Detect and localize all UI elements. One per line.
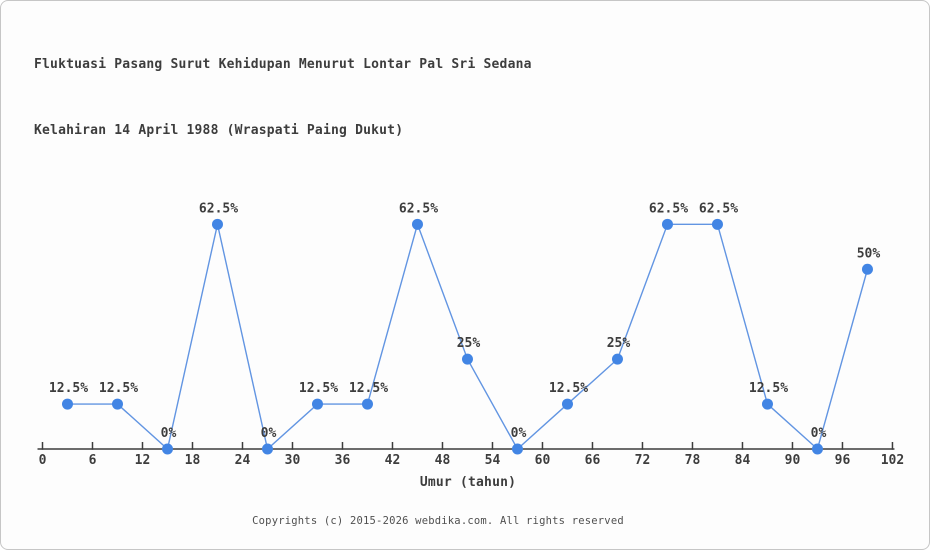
data-point-label: 0% bbox=[261, 426, 277, 441]
data-point-marker bbox=[861, 263, 873, 275]
axis-tick-label: 96 bbox=[835, 453, 851, 468]
data-point-label: 50% bbox=[857, 246, 881, 261]
axis-tick-label: 36 bbox=[335, 453, 351, 468]
data-point-marker bbox=[511, 443, 523, 455]
data-point-marker bbox=[311, 398, 323, 410]
axis-tick-label: 12 bbox=[135, 453, 151, 468]
data-point-label: 0% bbox=[811, 426, 827, 441]
data-point-marker bbox=[361, 398, 373, 410]
data-point-marker bbox=[461, 353, 473, 365]
axis-tick-label: 18 bbox=[185, 453, 201, 468]
axis-tick-label: 42 bbox=[385, 453, 401, 468]
axis-tick-label: 54 bbox=[485, 453, 501, 468]
chart-title: Fluktuasi Pasang Surut Kehidupan Menurut… bbox=[34, 10, 532, 186]
axis-tick-label: 0 bbox=[39, 453, 47, 468]
data-point-marker bbox=[161, 443, 173, 455]
data-point-label: 0% bbox=[511, 426, 527, 441]
axis-tick-label: 78 bbox=[685, 453, 701, 468]
chart-title-line2: Kelahiran 14 April 1988 (Wraspati Paing … bbox=[34, 123, 404, 138]
axis-tick-label: 60 bbox=[535, 453, 551, 468]
data-point-label: 12.5% bbox=[299, 381, 338, 396]
data-point-marker bbox=[761, 398, 773, 410]
data-point-marker bbox=[411, 218, 423, 230]
chart-title-line1: Fluktuasi Pasang Surut Kehidupan Menurut… bbox=[34, 57, 532, 72]
data-point-marker bbox=[61, 398, 73, 410]
axis-tick-label: 66 bbox=[585, 453, 601, 468]
axis-tick-label: 24 bbox=[235, 453, 251, 468]
data-point-label: 25% bbox=[607, 336, 631, 351]
data-point-marker bbox=[711, 218, 723, 230]
data-point-marker bbox=[661, 218, 673, 230]
data-point-label: 0% bbox=[161, 426, 177, 441]
data-point-marker bbox=[261, 443, 273, 455]
data-point-label: 62.5% bbox=[199, 201, 238, 216]
axis-tick-label: 30 bbox=[285, 453, 301, 468]
axis-tick-label: 48 bbox=[435, 453, 451, 468]
axis-tick-label: 6 bbox=[89, 453, 97, 468]
axis-tick-label: 102 bbox=[881, 453, 904, 468]
data-point-label: 62.5% bbox=[649, 201, 688, 216]
data-point-label: 62.5% bbox=[699, 201, 738, 216]
copyright-text: Copyrights (c) 2015-2026 webdika.com. Al… bbox=[252, 515, 624, 527]
data-point-label: 12.5% bbox=[549, 381, 588, 396]
data-point-label: 12.5% bbox=[99, 381, 138, 396]
data-point-label: 62.5% bbox=[399, 201, 438, 216]
data-point-marker bbox=[611, 353, 623, 365]
data-point-marker bbox=[111, 398, 123, 410]
axis-tick-label: 90 bbox=[785, 453, 801, 468]
data-point-label: 12.5% bbox=[349, 381, 388, 396]
data-point-marker bbox=[811, 443, 823, 455]
axis-tick-label: 84 bbox=[735, 453, 751, 468]
data-point-label: 25% bbox=[457, 336, 481, 351]
x-axis-label: Umur (tahun) bbox=[419, 475, 517, 490]
data-point-marker bbox=[211, 218, 223, 230]
data-point-label: 12.5% bbox=[749, 381, 788, 396]
axis-tick-label: 72 bbox=[635, 453, 651, 468]
data-point-marker bbox=[561, 398, 573, 410]
data-point-label: 12.5% bbox=[49, 381, 88, 396]
